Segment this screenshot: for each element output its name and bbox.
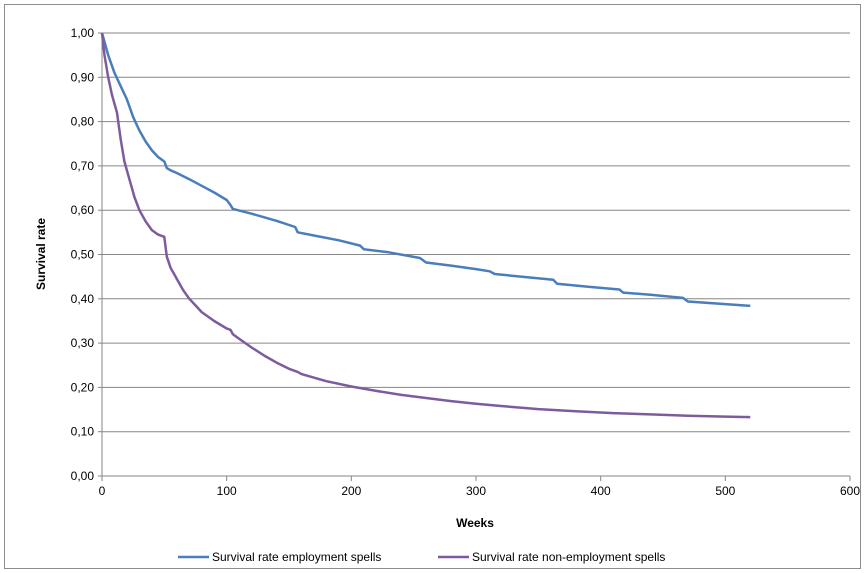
legend: Survival rate employment spells Survival … bbox=[178, 550, 665, 564]
legend-label: Survival rate non-employment spells bbox=[472, 550, 665, 564]
series-line-employment bbox=[100, 32, 751, 308]
x-tick-label: 600 bbox=[840, 484, 860, 498]
axes: 0,00 0,10 0,20 0,30 0,40 0,50 0,60 0,70 0,80 0,90… bbox=[71, 26, 861, 498]
series-lines bbox=[100, 32, 751, 419]
y-tick-label: 0,10 bbox=[71, 425, 95, 439]
gridlines bbox=[102, 32, 850, 433]
y-tick-label: 1,00 bbox=[71, 26, 95, 40]
series-line-non-employment bbox=[100, 32, 751, 419]
y-tick-label: 0,80 bbox=[71, 115, 95, 129]
x-tick-label: 400 bbox=[591, 484, 611, 498]
y-axis-title: Survival rate bbox=[34, 218, 48, 290]
chart-frame bbox=[4, 4, 861, 569]
x-axis-title: Weeks bbox=[456, 516, 494, 530]
y-tick-label: 0,50 bbox=[71, 248, 95, 262]
x-tick-label: 300 bbox=[466, 484, 486, 498]
x-tick-label: 200 bbox=[341, 484, 361, 498]
y-tick-label: 0,00 bbox=[71, 469, 95, 483]
y-tick-label: 0,40 bbox=[71, 292, 95, 306]
y-tick-label: 0,20 bbox=[71, 380, 95, 394]
y-tick-label: 0,30 bbox=[71, 336, 95, 350]
x-tick-label: 100 bbox=[217, 484, 237, 498]
x-tick-label: 500 bbox=[715, 484, 735, 498]
y-tick-label: 0,90 bbox=[71, 70, 95, 84]
y-tick-label: 0,70 bbox=[71, 159, 95, 173]
x-tick-label: 0 bbox=[99, 484, 106, 498]
y-tick-label: 0,60 bbox=[71, 203, 95, 217]
legend-label: Survival rate employment spells bbox=[212, 550, 381, 564]
